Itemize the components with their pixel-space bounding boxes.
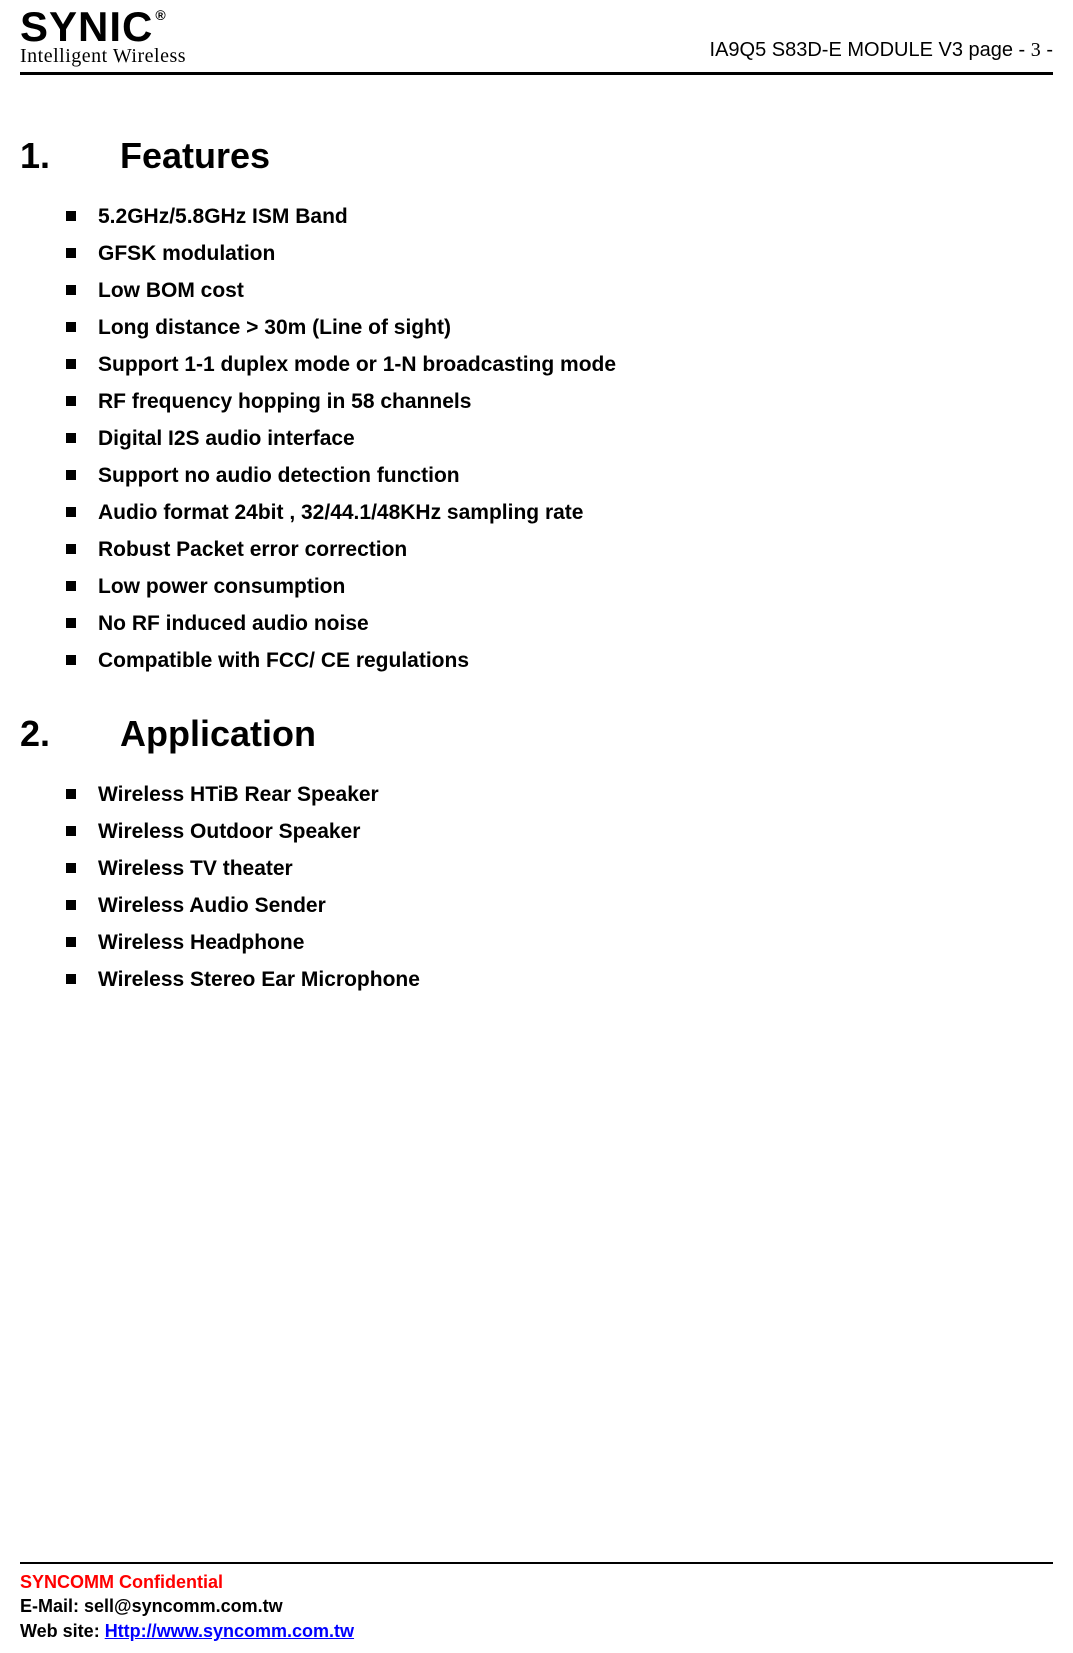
logo-text: SYNIC: [20, 6, 153, 48]
page-suffix: -: [1041, 39, 1053, 61]
logo-subtitle: Intelligent Wireless: [20, 46, 186, 66]
footer-rule: [20, 1562, 1053, 1564]
content-body: 1.Features 5.2GHz/5.8GHz ISM Band GFSK m…: [20, 75, 1053, 992]
section-number: 1.: [20, 135, 120, 177]
list-item: Audio format 24bit , 32/44.1/48KHz sampl…: [60, 501, 1053, 525]
page-prefix: page -: [963, 39, 1031, 61]
section-heading-features: 1.Features: [20, 135, 1053, 177]
application-list: Wireless HTiB Rear Speaker Wireless Outd…: [60, 783, 1053, 992]
list-item: RF frequency hopping in 58 channels: [60, 390, 1053, 414]
list-item: Wireless Stereo Ear Microphone: [60, 968, 1053, 992]
document-page: SYNIC ® Intelligent Wireless IA9Q5 S83D-…: [0, 0, 1073, 1653]
footer-web-line: Web site: Http://www.syncomm.com.tw: [20, 1619, 1053, 1643]
footer-web-link[interactable]: Http://www.syncomm.com.tw: [105, 1621, 354, 1641]
page-number: 3: [1031, 39, 1041, 61]
footer-web-label: Web site:: [20, 1621, 105, 1641]
list-item: Wireless Headphone: [60, 931, 1053, 955]
page-header: SYNIC ® Intelligent Wireless IA9Q5 S83D-…: [20, 0, 1053, 72]
list-item: Low power consumption: [60, 575, 1053, 599]
list-item: Low BOM cost: [60, 279, 1053, 303]
doc-title: IA9Q5 S83D-E MODULE V3: [710, 39, 963, 61]
header-doc-info: IA9Q5 S83D-E MODULE V3 page - 3 -: [710, 39, 1053, 66]
logo-main: SYNIC ®: [20, 6, 186, 48]
list-item: GFSK modulation: [60, 242, 1053, 266]
section-number: 2.: [20, 713, 120, 755]
list-item: Support no audio detection function: [60, 464, 1053, 488]
list-item: Wireless Outdoor Speaker: [60, 820, 1053, 844]
list-item: Support 1-1 duplex mode or 1-N broadcast…: [60, 353, 1053, 377]
list-item: Robust Packet error correction: [60, 538, 1053, 562]
footer-confidential: SYNCOMM Confidential: [20, 1570, 1053, 1594]
list-item: Wireless HTiB Rear Speaker: [60, 783, 1053, 807]
list-item: No RF induced audio noise: [60, 612, 1053, 636]
list-item: Wireless Audio Sender: [60, 894, 1053, 918]
section-heading-application: 2.Application: [20, 713, 1053, 755]
footer-email-value: sell@syncomm.com.tw: [84, 1596, 283, 1616]
registered-mark-icon: ®: [155, 8, 166, 22]
list-item: Wireless TV theater: [60, 857, 1053, 881]
section-title: Application: [120, 713, 316, 754]
list-item: Digital I2S audio interface: [60, 427, 1053, 451]
page-footer: SYNCOMM Confidential E-Mail: sell@syncom…: [20, 1562, 1053, 1643]
footer-email-line: E-Mail: sell@syncomm.com.tw: [20, 1594, 1053, 1618]
list-item: Long distance > 30m (Line of sight): [60, 316, 1053, 340]
section-title: Features: [120, 135, 270, 176]
list-item: 5.2GHz/5.8GHz ISM Band: [60, 205, 1053, 229]
features-list: 5.2GHz/5.8GHz ISM Band GFSK modulation L…: [60, 205, 1053, 673]
footer-email-label: E-Mail:: [20, 1596, 84, 1616]
list-item: Compatible with FCC/ CE regulations: [60, 649, 1053, 673]
logo: SYNIC ® Intelligent Wireless: [20, 6, 186, 66]
